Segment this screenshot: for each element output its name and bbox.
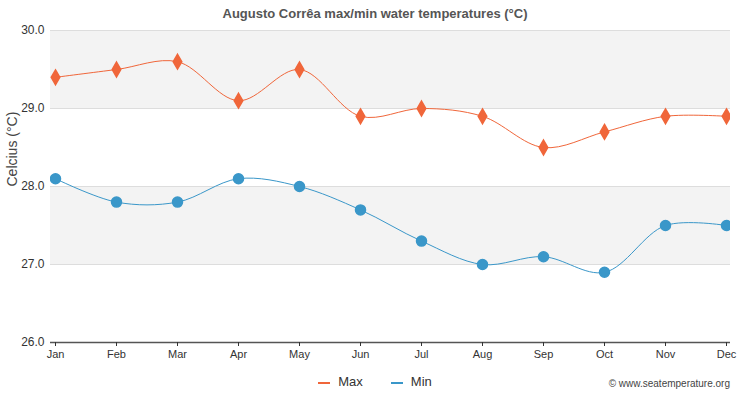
svg-text:Oct: Oct: [596, 348, 613, 360]
svg-text:29.0: 29.0: [21, 101, 45, 115]
svg-text:Celcius (°C): Celcius (°C): [4, 112, 20, 187]
svg-text:Jan: Jan: [47, 348, 65, 360]
svg-text:Dec: Dec: [717, 348, 737, 360]
svg-text:Aug: Aug: [473, 348, 493, 360]
svg-text:Jul: Jul: [414, 348, 428, 360]
svg-text:Apr: Apr: [230, 348, 247, 360]
svg-text:Mar: Mar: [168, 348, 187, 360]
svg-text:26.0: 26.0: [21, 335, 45, 349]
svg-text:Jun: Jun: [352, 348, 370, 360]
svg-text:May: May: [289, 348, 310, 360]
svg-text:Nov: Nov: [656, 348, 676, 360]
svg-text:28.0: 28.0: [21, 179, 45, 193]
html-text:Max: Max: [338, 374, 363, 389]
svg-text:27.0: 27.0: [21, 257, 45, 271]
html-text:Augusto Corrêa max/min water t: Augusto Corrêa max/min water temperature…: [222, 6, 528, 21]
html-text:Min: Min: [410, 374, 432, 389]
svg-text:Sep: Sep: [534, 348, 554, 360]
svg-text:Feb: Feb: [107, 348, 126, 360]
html-text:© www.seatemperature.org: © www.seatemperature.org: [608, 378, 730, 389]
svg-text:30.0: 30.0: [21, 24, 45, 37]
